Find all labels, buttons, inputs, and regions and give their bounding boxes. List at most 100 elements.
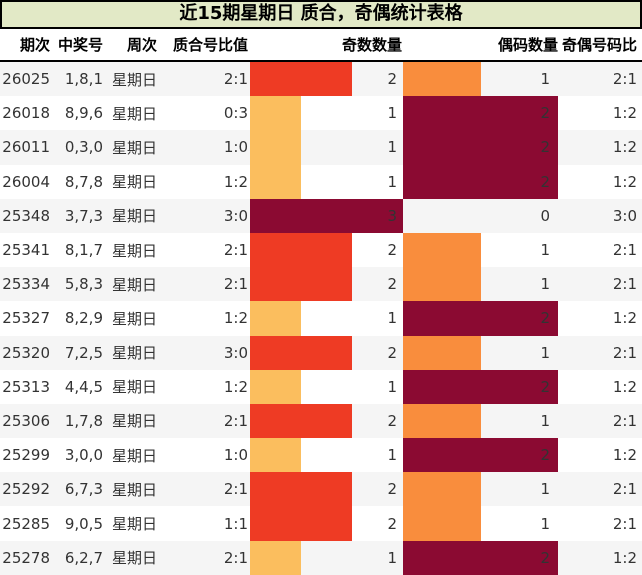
odd-count-value: 1: [387, 309, 397, 328]
even-count-cell: 2: [403, 369, 558, 404]
odd-even-ratio-cell: 2:1: [612, 241, 637, 260]
col-header-even-count: 偶码数量: [497, 36, 558, 54]
even-count-bar: [403, 369, 558, 404]
period-cell: 25327: [2, 309, 50, 328]
table-row: 26004 8,7,8 星期日 1:2 1 2 1:2: [0, 164, 642, 199]
even-count-bar: [403, 164, 558, 199]
col-header-prime-composite-ratio: 质合号比值: [172, 36, 248, 54]
winning-numbers-cell: 8,1,7: [64, 241, 103, 260]
even-count-value: 2: [540, 104, 550, 123]
winning-numbers-cell: 4,4,5: [64, 377, 103, 396]
odd-count-cell: 3: [250, 198, 403, 233]
odd-count-bar: [250, 62, 352, 97]
even-count-bar: [403, 403, 481, 439]
even-count-cell: 1: [403, 62, 558, 97]
prime-composite-ratio-cell: 1:1: [223, 514, 248, 533]
period-cell: 25320: [2, 343, 50, 362]
odd-even-ratio-cell: 2:1: [612, 411, 637, 430]
odd-count-bar: [250, 164, 301, 199]
table-row: 25334 5,8,3 星期日 2:1 2 1 2:1: [0, 267, 642, 302]
prime-composite-ratio-cell: 2:1: [223, 241, 248, 260]
odd-even-ratio-cell: 1:2: [612, 548, 637, 567]
week-cell: 星期日: [111, 549, 157, 568]
even-count-value: 1: [540, 241, 550, 260]
odd-count-cell: 2: [250, 335, 403, 370]
odd-even-ratio-cell: 2:1: [612, 480, 637, 499]
even-count-bar: [403, 540, 558, 575]
period-cell: 26025: [2, 70, 50, 89]
prime-composite-ratio-cell: 1:2: [223, 309, 248, 328]
odd-count-cell: 1: [250, 130, 403, 165]
table-title: 近15期星期日 质合，奇偶统计表格: [0, 0, 642, 29]
even-count-value: 1: [540, 411, 550, 430]
col-header-week: 周次: [126, 36, 157, 54]
prime-composite-ratio-cell: 1:0: [223, 446, 248, 465]
odd-count-value: 1: [387, 548, 397, 567]
odd-count-bar: [250, 198, 403, 233]
odd-count-bar: [250, 369, 301, 404]
period-cell: 25334: [2, 275, 50, 294]
even-count-value: 1: [540, 343, 550, 362]
odd-count-value: 2: [387, 411, 397, 430]
odd-even-ratio-cell: 3:0: [612, 206, 637, 225]
even-count-bar: [403, 335, 481, 370]
period-cell: 25348: [2, 206, 50, 225]
prime-composite-ratio-cell: 2:1: [223, 275, 248, 294]
winning-numbers-cell: 6,7,3: [64, 480, 103, 499]
odd-count-cell: 2: [250, 506, 403, 541]
even-count-bar: [403, 62, 481, 97]
week-cell: 星期日: [111, 480, 157, 499]
week-cell: 星期日: [111, 207, 157, 226]
week-cell: 星期日: [111, 104, 157, 123]
odd-count-bar: [250, 130, 301, 165]
even-count-bar: [403, 438, 558, 473]
col-header-odd-even-ratio: 奇偶号码比: [561, 36, 637, 54]
table-row: 25299 3,0,0 星期日 1:0 1 2 1:2: [0, 438, 642, 473]
odd-count-cell: 1: [250, 164, 403, 199]
prime-composite-ratio-cell: 1:2: [223, 377, 248, 396]
winning-numbers-cell: 8,2,9: [64, 309, 103, 328]
period-cell: 26011: [2, 138, 50, 157]
odd-count-value: 2: [387, 480, 397, 499]
odd-even-ratio-cell: 2:1: [612, 275, 637, 294]
odd-count-value: 3: [387, 206, 397, 225]
odd-count-cell: 1: [250, 369, 403, 404]
odd-count-bar: [250, 438, 301, 473]
winning-numbers-cell: 0,3,0: [64, 138, 103, 157]
even-count-cell: 2: [403, 164, 558, 199]
even-count-value: 1: [540, 70, 550, 89]
col-header-odd-count: 奇数数量: [341, 36, 402, 54]
even-count-cell: 2: [403, 438, 558, 473]
odd-count-bar: [250, 506, 352, 541]
week-cell: 星期日: [111, 173, 157, 192]
week-cell: 星期日: [111, 275, 157, 294]
week-cell: 星期日: [111, 515, 157, 534]
even-count-value: 2: [540, 548, 550, 567]
odd-count-value: 2: [387, 343, 397, 362]
prime-composite-ratio-cell: 2:1: [223, 548, 248, 567]
table-row: 26018 8,9,6 星期日 0:3 1 2 1:2: [0, 96, 642, 131]
week-cell: 星期日: [111, 412, 157, 431]
table-body: 26025 1,8,1 星期日 2:1 2 1 2:1 26018 8,9,6 …: [0, 62, 642, 575]
even-count-cell: 1: [403, 506, 558, 541]
even-count-value: 2: [540, 309, 550, 328]
winning-numbers-cell: 6,2,7: [64, 548, 103, 567]
week-cell: 星期日: [111, 241, 157, 260]
odd-count-value: 1: [387, 377, 397, 396]
odd-count-value: 2: [387, 514, 397, 533]
even-count-value: 1: [540, 480, 550, 499]
odd-count-value: 2: [387, 70, 397, 89]
odd-count-cell: 1: [250, 438, 403, 473]
odd-count-cell: 2: [250, 232, 403, 268]
even-count-bar: [403, 130, 558, 165]
even-count-bar: [403, 301, 558, 336]
even-count-bar: [403, 232, 481, 268]
odd-count-bar: [250, 335, 352, 370]
even-count-value: 1: [540, 514, 550, 533]
even-count-cell: 1: [403, 232, 558, 268]
table-row: 25320 7,2,5 星期日 3:0 2 1 2:1: [0, 335, 642, 370]
week-cell: 星期日: [111, 446, 157, 465]
even-count-cell: 2: [403, 540, 558, 575]
even-count-cell: 2: [403, 96, 558, 131]
